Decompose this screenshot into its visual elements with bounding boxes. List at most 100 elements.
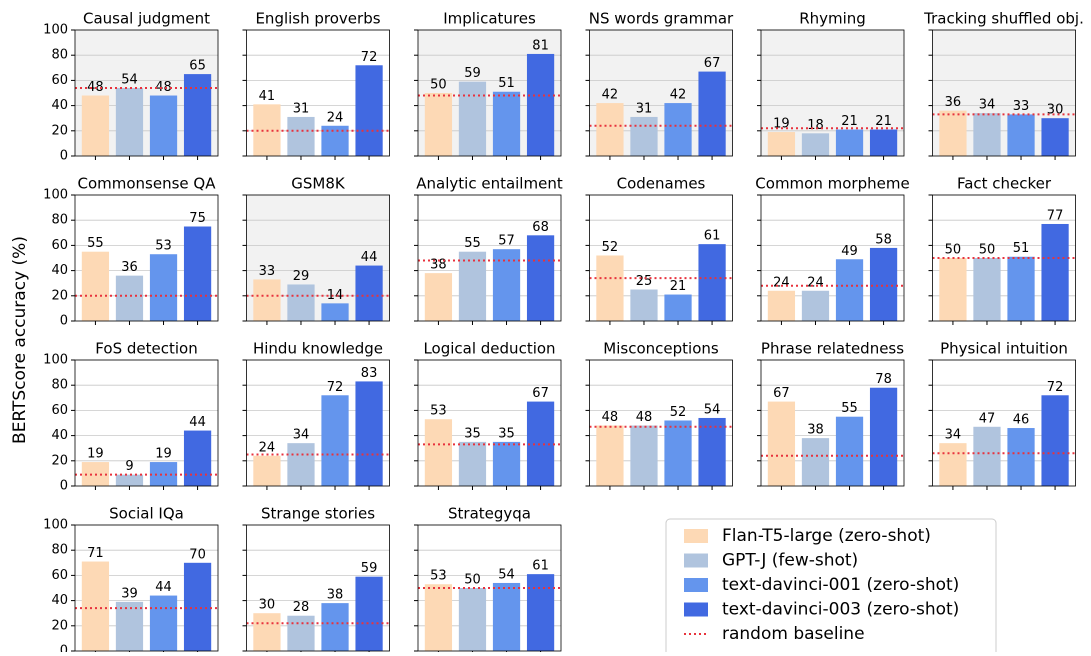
panel-title: FoS detection: [95, 340, 197, 358]
value-label: 49: [841, 244, 858, 259]
panel: 53 35 35 67 Logical deduction: [414, 340, 562, 490]
bar: [321, 395, 349, 486]
value-label: 21: [841, 114, 858, 129]
bar: [1007, 428, 1035, 486]
bar: [458, 81, 487, 156]
bar: [492, 582, 521, 651]
bar: [835, 129, 864, 156]
value-label: 21: [670, 279, 687, 294]
panel-title: Logical deduction: [423, 340, 555, 358]
panel: 24 24 49 58 Common morpheme: [755, 175, 910, 325]
bar: [596, 425, 624, 486]
bar: [1041, 395, 1069, 486]
value-label: 55: [87, 236, 104, 251]
value-label: 34: [293, 428, 310, 443]
panel-frame: [246, 29, 390, 157]
value-label: 53: [430, 404, 447, 419]
value-label: 44: [361, 250, 378, 265]
value-label: 58: [875, 232, 892, 247]
bar: [424, 419, 453, 486]
panel-title: Social IQa: [109, 505, 184, 523]
value-label: 55: [464, 236, 481, 251]
bar: [287, 615, 315, 651]
legend: Flan-T5-large (zero-shot) GPT-J (few-shot…: [665, 518, 997, 656]
bar: [869, 387, 898, 486]
bar: [698, 244, 726, 321]
panel: 36 34 33 30 Tracking shuffled obj.: [923, 10, 1084, 160]
bar: [287, 443, 315, 486]
value-label: 44: [155, 580, 172, 595]
panel-frame: [74, 359, 219, 487]
value-label: 30: [1047, 103, 1064, 118]
value-label: 28: [293, 600, 310, 615]
y-tick-label: 80: [51, 48, 68, 63]
panel: 53 50 54 61 Strategyqa: [414, 505, 562, 655]
legend-swatch: [684, 578, 708, 592]
bar: [801, 290, 830, 321]
bar: [81, 95, 110, 156]
legend-swatch: [684, 602, 708, 617]
y-tick-label: 100: [43, 23, 68, 38]
legend-label: GPT-J (few-shot): [722, 551, 858, 571]
panel-frame: [74, 194, 219, 322]
value-label: 59: [464, 66, 481, 81]
panel-frame: [589, 359, 733, 487]
bar: [458, 441, 487, 486]
bar: [149, 595, 178, 651]
panel-frame: [589, 194, 733, 322]
y-axis-label: BERTScore accuracy (%): [10, 236, 30, 444]
panel: 0 20 40 60 80 100 19 9 19 44 FoS detection: [43, 340, 219, 494]
bar: [321, 303, 349, 321]
panel-frame: [74, 29, 219, 157]
panel-frame: [417, 359, 562, 487]
panel-frame: [246, 524, 390, 652]
value-label: 81: [532, 38, 549, 53]
value-label: 55: [841, 401, 858, 416]
value-label: 24: [773, 275, 790, 290]
panel: 42 31 42 67 NS words grammar: [585, 10, 734, 160]
value-label: 72: [1047, 380, 1064, 395]
panel-title: Analytic entailment: [416, 175, 563, 193]
legend-label: text-davinci-003 (zero-shot): [722, 600, 959, 620]
panel: 41 31 24 72 English proverbs: [242, 10, 390, 160]
panel-title: Implicatures: [443, 10, 536, 28]
bar: [458, 251, 487, 321]
value-label: 33: [1013, 99, 1030, 114]
panel-title: GSM8K: [291, 175, 346, 193]
value-label: 52: [670, 405, 687, 420]
bar: [596, 103, 624, 156]
value-label: 61: [704, 229, 721, 244]
value-label: 50: [945, 243, 962, 258]
value-label: 46: [1013, 413, 1030, 428]
bar: [321, 125, 349, 156]
bar: [1041, 223, 1069, 321]
value-label: 35: [498, 426, 515, 441]
bar: [801, 133, 830, 156]
value-label: 19: [87, 447, 104, 462]
bar: [767, 132, 796, 156]
bar: [492, 249, 521, 321]
panel-title: English proverbs: [255, 10, 380, 28]
bar: [183, 430, 212, 486]
value-label: 18: [807, 118, 824, 133]
panel-title: Physical intuition: [940, 340, 1068, 358]
bar: [149, 254, 178, 321]
value-label: 71: [87, 546, 104, 561]
bar: [698, 417, 726, 486]
panel-title: Common morpheme: [755, 175, 909, 193]
bar: [596, 255, 624, 321]
bar: [355, 576, 383, 651]
value-label: 57: [498, 234, 515, 249]
bar: [115, 87, 144, 156]
bar: [526, 53, 555, 156]
bar: [183, 74, 212, 156]
value-label: 72: [327, 380, 344, 395]
bar: [664, 294, 692, 321]
panel: 50 50 51 77 Fact checker: [928, 175, 1076, 325]
bar: [664, 420, 692, 486]
value-label: 68: [532, 220, 549, 235]
value-label: 67: [532, 386, 549, 401]
bar: [767, 290, 796, 321]
value-label: 25: [636, 274, 653, 289]
